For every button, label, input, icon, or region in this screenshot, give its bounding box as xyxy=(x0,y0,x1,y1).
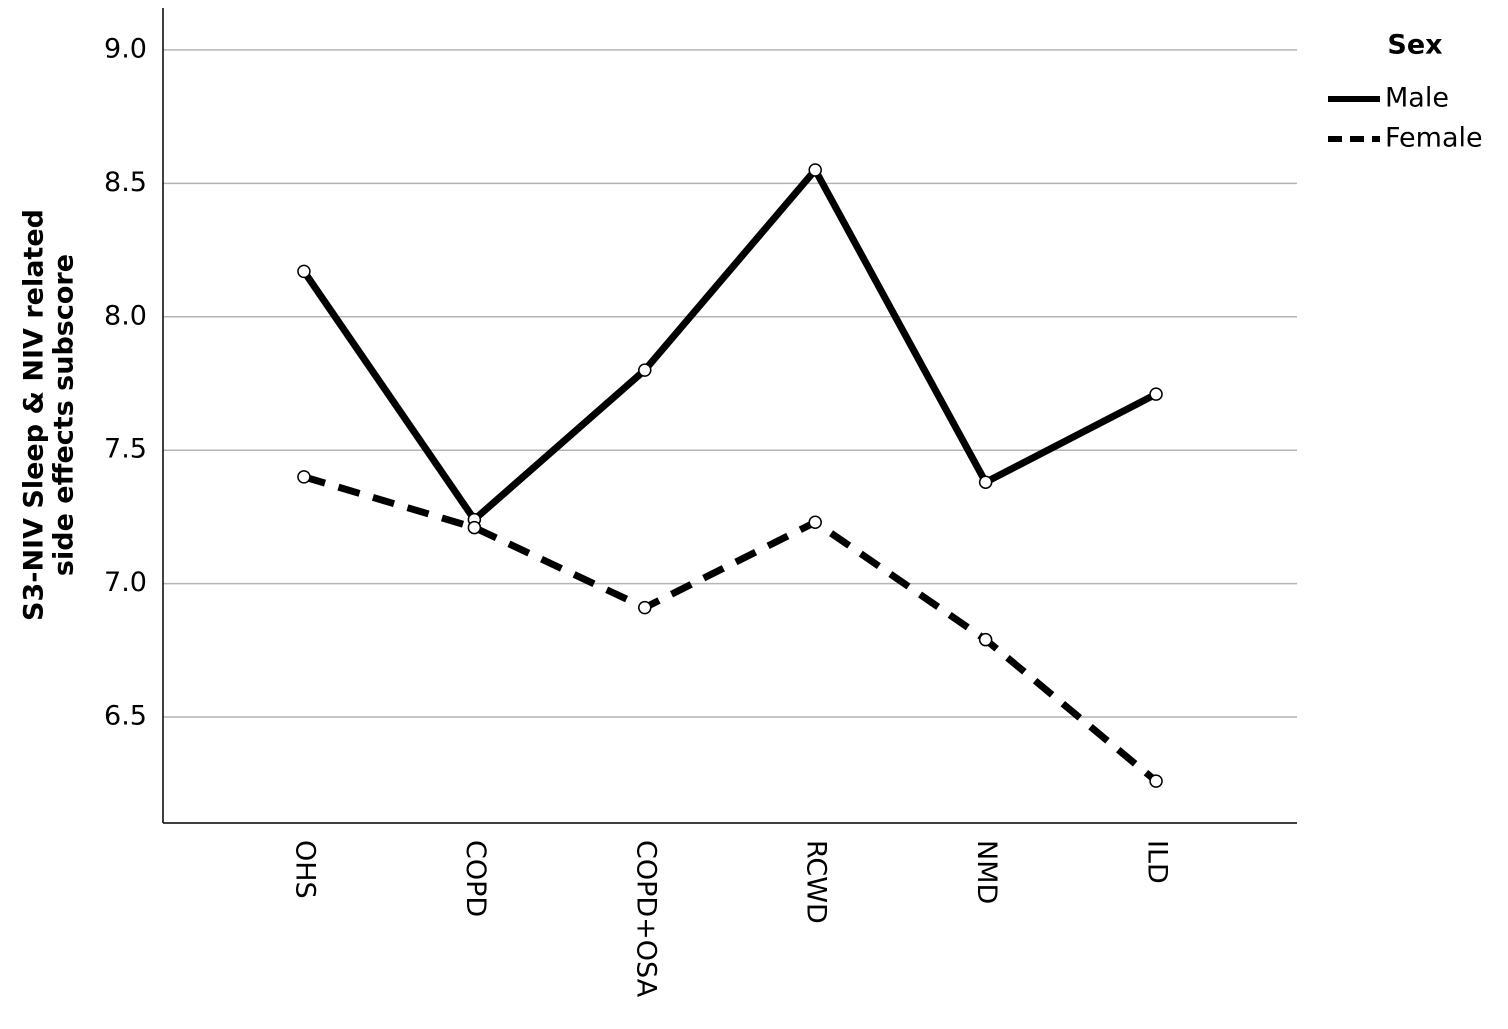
y-tick-label: 7.5 xyxy=(104,434,147,465)
data-point xyxy=(808,515,822,529)
legend-title: Sex xyxy=(1387,30,1442,61)
y-tick-label: 7.0 xyxy=(104,567,147,598)
data-point xyxy=(1149,774,1163,788)
x-tick-label: NMD xyxy=(971,840,1002,904)
data-point xyxy=(638,600,652,615)
legend-label: Male xyxy=(1385,83,1449,114)
data-point xyxy=(297,470,311,484)
x-tick-label: COPD+OSA xyxy=(630,840,661,998)
data-point xyxy=(1149,387,1163,401)
y-label-line: S3-NIV Sleep & NIV related xyxy=(19,209,50,621)
data-point xyxy=(297,264,311,279)
series-line xyxy=(301,163,1158,525)
y-tick-label: 9.0 xyxy=(104,33,147,64)
x-tick-label: ILD xyxy=(1142,840,1173,884)
x-tick-label: RCWD xyxy=(801,840,832,924)
data-point xyxy=(638,363,652,377)
y-label-line: side effects subscore xyxy=(49,254,80,576)
data-point xyxy=(808,163,822,177)
data-point xyxy=(978,632,993,647)
legend-label: Female xyxy=(1385,123,1483,154)
x-tick-label: COPD xyxy=(460,840,491,917)
y-axis-title: S3-NIV Sleep & NIV related side effects … xyxy=(19,209,80,621)
y-tick-label: 6.5 xyxy=(104,701,147,732)
x-tick-label: OHS xyxy=(289,840,320,899)
data-point xyxy=(467,520,482,535)
y-tick-label: 8.5 xyxy=(104,167,147,198)
data-point xyxy=(978,475,993,489)
series-line xyxy=(302,473,1159,784)
y-tick-label: 8.0 xyxy=(104,300,147,331)
